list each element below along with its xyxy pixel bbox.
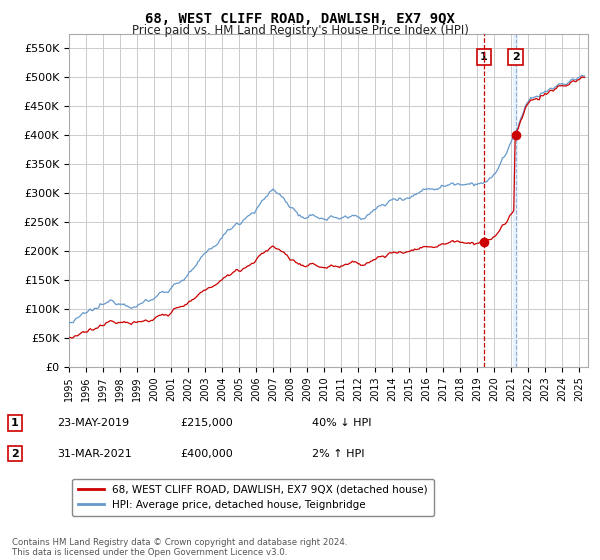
Text: Price paid vs. HM Land Registry's House Price Index (HPI): Price paid vs. HM Land Registry's House … <box>131 24 469 37</box>
Text: 23-MAY-2019: 23-MAY-2019 <box>57 418 129 428</box>
Bar <box>513 34 518 367</box>
Text: 1: 1 <box>480 52 488 62</box>
Text: 2: 2 <box>11 449 19 459</box>
Text: 40% ↓ HPI: 40% ↓ HPI <box>312 418 371 428</box>
Text: 2% ↑ HPI: 2% ↑ HPI <box>312 449 365 459</box>
Text: £400,000: £400,000 <box>180 449 233 459</box>
Text: 31-MAR-2021: 31-MAR-2021 <box>57 449 132 459</box>
Text: £215,000: £215,000 <box>180 418 233 428</box>
Text: Contains HM Land Registry data © Crown copyright and database right 2024.
This d: Contains HM Land Registry data © Crown c… <box>12 538 347 557</box>
Text: 1: 1 <box>11 418 19 428</box>
Text: 2: 2 <box>512 52 520 62</box>
Text: 68, WEST CLIFF ROAD, DAWLISH, EX7 9QX: 68, WEST CLIFF ROAD, DAWLISH, EX7 9QX <box>145 12 455 26</box>
Legend: 68, WEST CLIFF ROAD, DAWLISH, EX7 9QX (detached house), HPI: Average price, deta: 68, WEST CLIFF ROAD, DAWLISH, EX7 9QX (d… <box>71 479 434 516</box>
